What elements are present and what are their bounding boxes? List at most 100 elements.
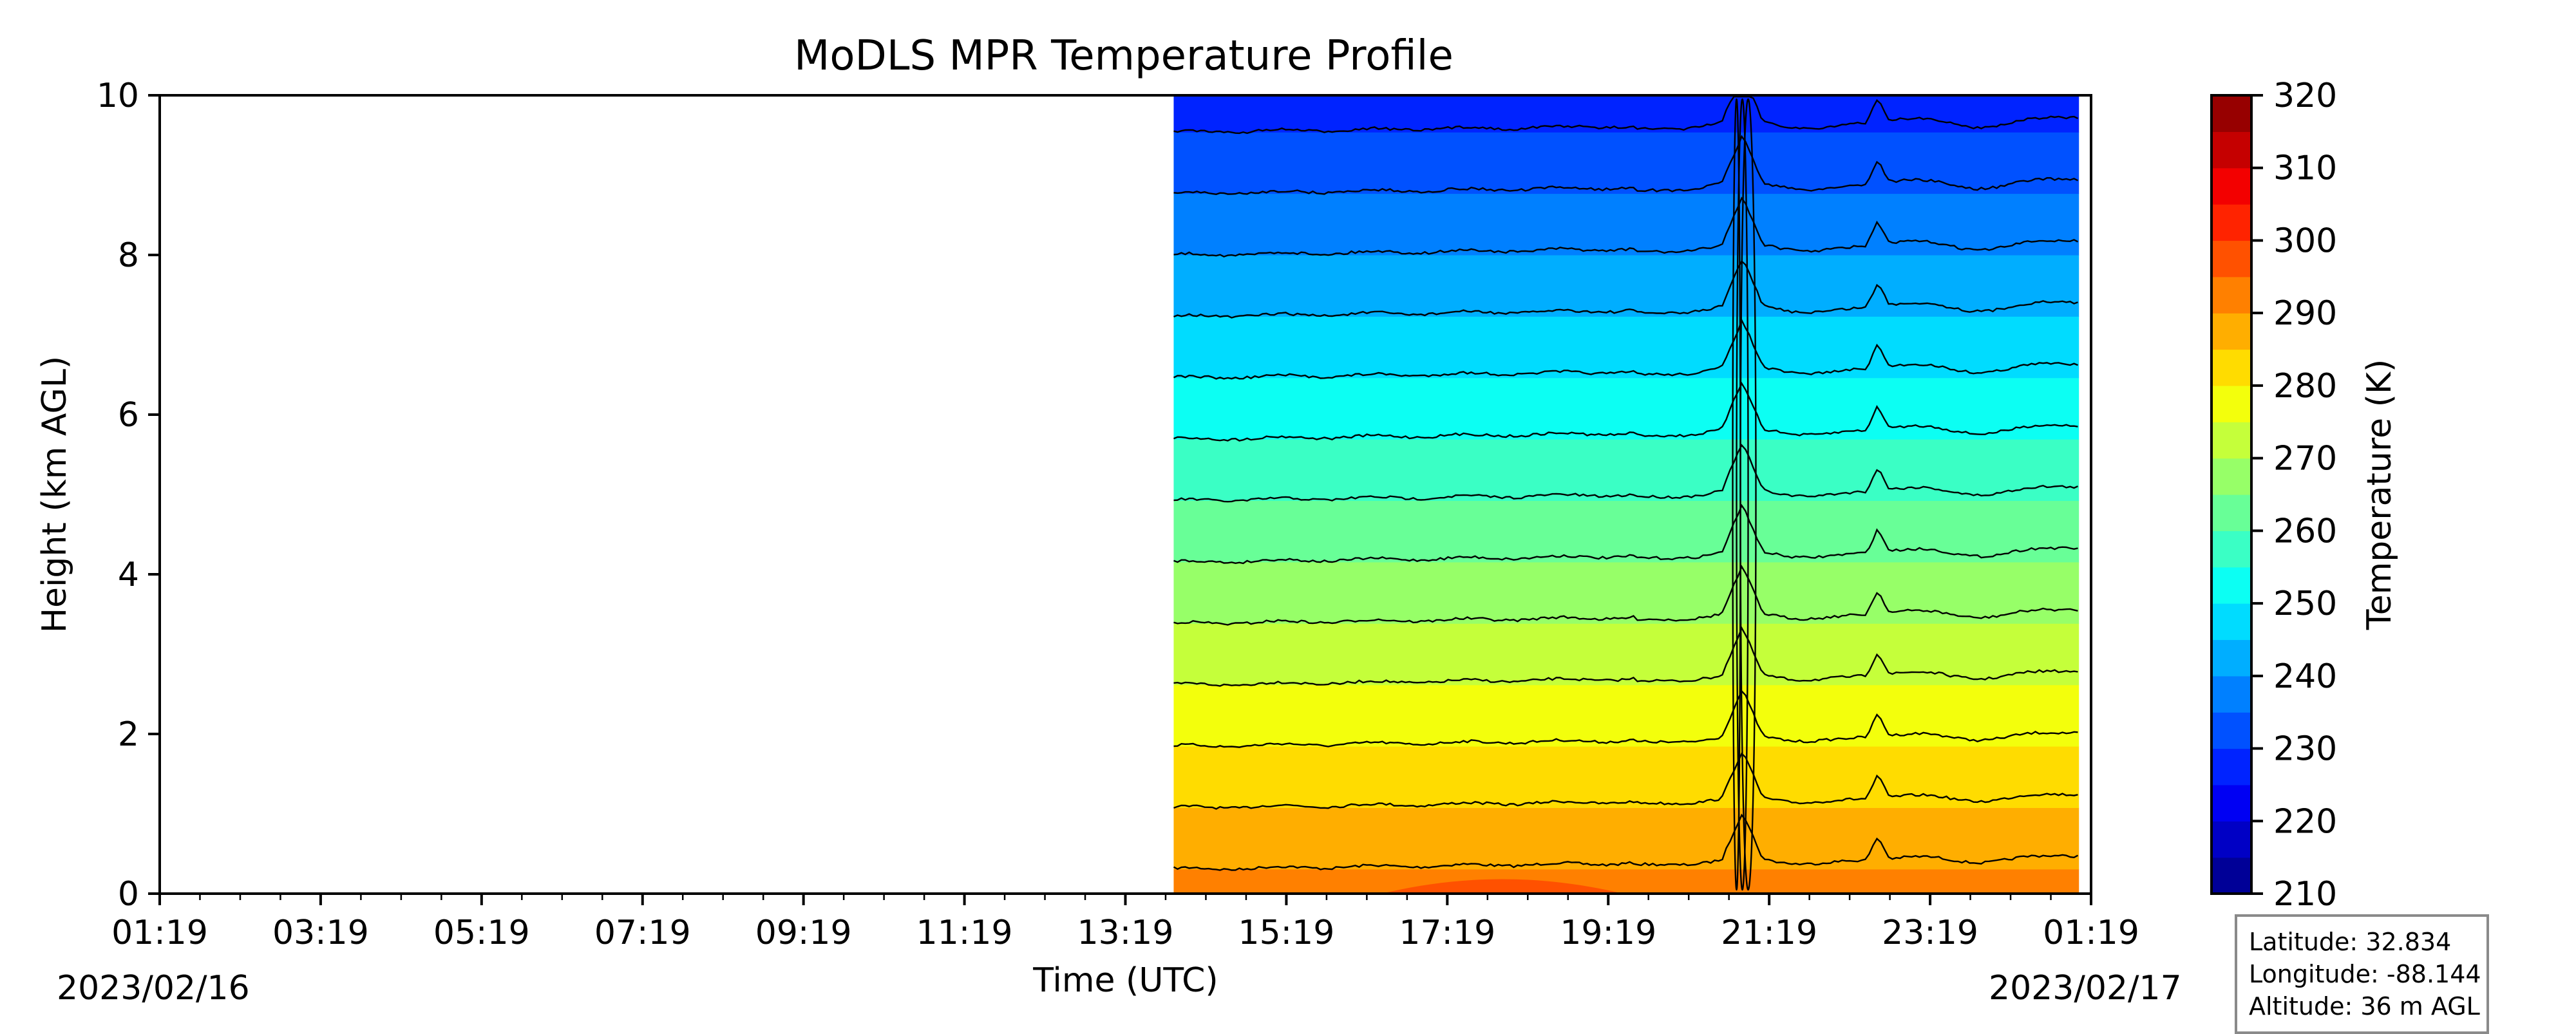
temperature-band (1173, 377, 2079, 440)
temperature-band (1173, 807, 2079, 870)
temperature-band (1173, 684, 2079, 747)
x-tick-label: 01:19 (111, 914, 208, 952)
disturbance-contour (1736, 98, 1749, 891)
colorbar: 210 220 230 240 250 260 270 280 290 300 310 320 (2210, 77, 2337, 914)
colorbar-bin (2211, 276, 2251, 314)
colorbar-tick-label: 230 (2273, 730, 2337, 769)
colorbar-tick-label: 310 (2273, 149, 2337, 188)
colorbar-tick-label: 290 (2273, 294, 2337, 333)
temperature-contours (1173, 95, 2079, 891)
y-tick-label: 4 (118, 556, 139, 594)
colorbar-tick-label: 220 (2273, 802, 2337, 841)
colorbar-tick-label: 240 (2273, 657, 2337, 696)
temperature-band (1173, 439, 2079, 502)
x-tick-label: 09:19 (755, 914, 852, 952)
colorbar-bin (2211, 857, 2251, 894)
chart-title: MoDLS MPR Temperature Profile (794, 32, 1454, 80)
colorbar-bin (2211, 240, 2251, 277)
temperature-band (1173, 500, 2079, 563)
temperature-band (1173, 869, 2079, 894)
y-tick-label: 0 (118, 875, 139, 914)
x-tick-label: 15:19 (1238, 914, 1334, 952)
station-altitude: Altitude: 36 m AGL (2249, 992, 2480, 1020)
station-latitude: Latitude: 32.834 (2249, 928, 2452, 956)
colorbar-bin (2211, 385, 2251, 422)
colorbar-label: Temperature (K) (2360, 359, 2399, 631)
colorbar-bin (2211, 458, 2251, 495)
station-info-box: Latitude: 32.834 Longitude: -88.144 Alti… (2235, 914, 2489, 1034)
contour-line (1173, 626, 2078, 687)
temperature-band (1173, 95, 2079, 133)
colorbar-bin (2211, 349, 2251, 386)
colorbar-bin (2211, 748, 2251, 785)
colorbar-bin (2211, 313, 2251, 350)
contour-line (1173, 135, 2079, 196)
warm-surface-patch (1381, 879, 1624, 894)
colorbar-bin (2211, 204, 2251, 241)
contour-line (1173, 752, 2078, 810)
contour-line (1173, 444, 2078, 503)
x-tick-label: 17:19 (1399, 914, 1495, 952)
station-longitude: Longitude: -88.144 (2249, 960, 2481, 988)
temperature-band (1173, 193, 2079, 256)
contour-line (1173, 196, 2079, 258)
x-tick-label: 11:19 (916, 914, 1013, 952)
x-tick-label: 23:19 (1882, 914, 1978, 952)
x-tick-label: 01:19 (2043, 914, 2139, 952)
colorbar-tick-label: 250 (2273, 585, 2337, 623)
x-tick-label: 05:19 (433, 914, 530, 952)
contour-line (1173, 813, 2079, 871)
colorbar-bin (2211, 712, 2251, 749)
x-tick-label: 21:19 (1721, 914, 1817, 952)
colorbar-bin (2211, 567, 2251, 604)
contour-line (1173, 690, 2078, 748)
colorbar-tick-label: 210 (2273, 875, 2337, 914)
y-tick-label: 8 (118, 236, 139, 275)
colorbar-bin (2211, 639, 2251, 677)
x-tick-label: 07:19 (594, 914, 691, 952)
colorbar-bin (2211, 821, 2251, 858)
colorbar-bin (2211, 675, 2251, 713)
colorbar-tick-label: 320 (2273, 77, 2337, 115)
temperature-band (1173, 132, 2079, 194)
contour-line (1173, 382, 2078, 442)
contour-line (1173, 565, 2078, 626)
end-date-label: 2023/02/17 (1989, 969, 2182, 1008)
colorbar-bin (2211, 422, 2251, 459)
x-axis: 01:19 03:19 05:19 07:19 09:19 11:19 13:19 15:19… (111, 894, 2139, 952)
colorbar-bin (2211, 131, 2251, 169)
y-axis: 0 2 4 6 8 10 (97, 77, 160, 914)
contour-line (1173, 259, 2078, 319)
contour-line (1173, 318, 2078, 380)
y-tick-label: 10 (97, 77, 139, 115)
start-date-label: 2023/02/16 (57, 969, 250, 1008)
disturbance-contour (1739, 98, 1757, 891)
colorbar-bin (2211, 167, 2251, 205)
y-tick-label: 6 (118, 396, 139, 435)
colorbar-tick-label: 270 (2273, 440, 2337, 478)
colorbar-bin (2211, 603, 2251, 641)
y-axis-label: Height (km AGL) (35, 356, 74, 633)
colorbar-tick-label: 260 (2273, 512, 2337, 550)
temperature-band (1173, 255, 2079, 317)
colorbar-bin (2211, 95, 2251, 132)
colorbar-bin (2211, 531, 2251, 568)
temperature-band (1173, 561, 2079, 624)
contour-line (1173, 95, 2079, 135)
colorbar-bin (2211, 784, 2251, 822)
temperature-band (1173, 746, 2079, 808)
x-axis-label: Time (UTC) (1032, 961, 1218, 1000)
colorbar-tick-label: 280 (2273, 367, 2337, 406)
x-tick-label: 19:19 (1560, 914, 1656, 952)
colorbar-tick-label: 300 (2273, 221, 2337, 260)
y-tick-label: 2 (118, 715, 139, 754)
temperature-band (1173, 623, 2079, 686)
x-tick-label: 03:19 (272, 914, 369, 952)
temperature-band (1173, 316, 2079, 379)
x-tick-label: 13:19 (1077, 914, 1174, 952)
colorbar-bin (2211, 494, 2251, 531)
contour-line (1173, 503, 2078, 565)
temperature-field (1173, 95, 2079, 894)
colorbar-frame (2210, 94, 2253, 895)
